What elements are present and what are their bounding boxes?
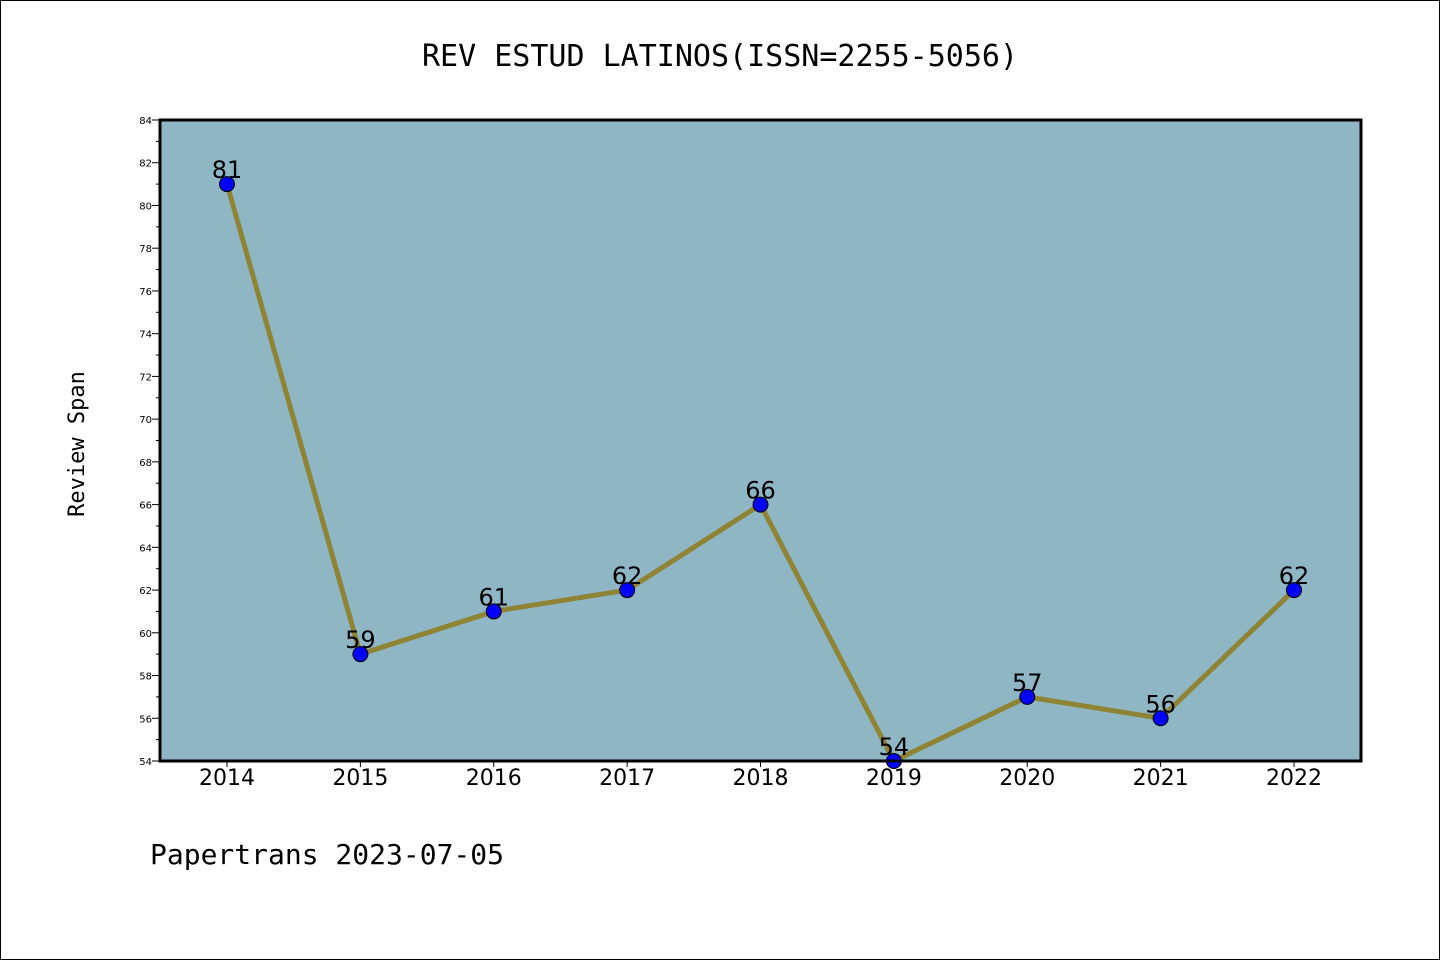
data-label: 57 <box>1012 669 1043 697</box>
data-label: 62 <box>612 562 643 590</box>
data-label: 54 <box>879 733 910 761</box>
x-tick-label: 2015 <box>332 766 388 791</box>
data-label: 61 <box>478 583 509 611</box>
y-tick-label: 80 <box>139 201 152 212</box>
x-tick-label: 2016 <box>466 766 522 791</box>
chart-title: REV ESTUD LATINOS(ISSN=2255-5056) <box>422 39 1018 74</box>
data-label: 59 <box>345 626 376 654</box>
data-label: 62 <box>1279 562 1310 590</box>
plot-area <box>160 120 1361 761</box>
data-point-marker <box>485 603 502 620</box>
x-axis-ticks: 2014 2015 2016 2017 2018 2019 2020 2021 2022 <box>199 761 1322 791</box>
data-point-marker <box>1019 688 1036 705</box>
data-point-marker <box>352 646 369 663</box>
y-tick-label: 56 <box>139 714 152 725</box>
y-tick-label: 54 <box>139 757 152 768</box>
x-tick-label: 2017 <box>599 766 655 791</box>
x-tick-label: 2022 <box>1266 766 1322 791</box>
y-tick-label: 84 <box>139 116 152 127</box>
x-tick-label: 2019 <box>866 766 922 791</box>
y-tick-label: 58 <box>139 672 152 683</box>
data-point-marker <box>219 176 235 193</box>
footer-text: Papertrans 2023-07-05 <box>150 838 504 871</box>
y-tick-label: 70 <box>139 415 152 426</box>
data-point-marker <box>1152 710 1169 727</box>
y-axis-ticks: 54 56 58 60 62 64 66 68 70 72 74 76 78 80 82 84 <box>139 116 160 768</box>
x-tick-label: 2021 <box>1133 766 1189 791</box>
data-label: 66 <box>745 477 776 505</box>
plot-border <box>158 118 1363 763</box>
y-tick-label: 60 <box>139 629 152 640</box>
data-point-marker <box>752 496 769 513</box>
x-tick-label: 2014 <box>199 766 255 791</box>
series-group: 81 59 61 62 66 54 57 56 62 <box>212 156 1310 769</box>
y-tick-label: 82 <box>139 159 152 170</box>
y-tick-label: 72 <box>139 372 152 383</box>
data-label: 56 <box>1145 690 1176 718</box>
y-tick-label: 64 <box>139 543 152 554</box>
x-tick-label: 2020 <box>999 766 1055 791</box>
x-tick-label: 2018 <box>733 766 789 791</box>
y-tick-label: 66 <box>139 501 152 512</box>
y-axis-label: Review Span <box>65 371 90 517</box>
y-tick-label: 76 <box>139 287 152 298</box>
data-point-marker <box>619 582 636 599</box>
y-tick-label: 68 <box>139 458 152 469</box>
y-tick-label: 78 <box>139 244 152 255</box>
y-tick-label: 62 <box>139 586 152 597</box>
data-point-marker <box>1286 582 1302 599</box>
y-tick-label: 74 <box>139 330 152 341</box>
data-label: 81 <box>212 156 243 184</box>
